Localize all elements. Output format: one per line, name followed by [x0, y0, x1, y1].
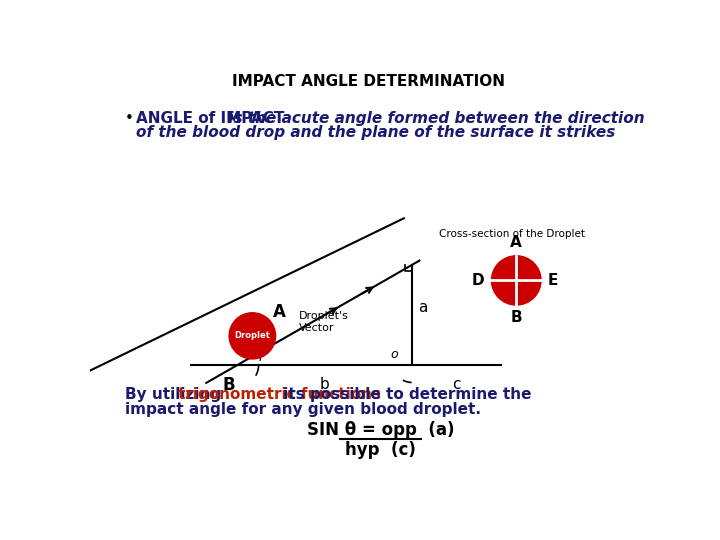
Circle shape [492, 256, 541, 305]
Text: IMPACT ANGLE DETERMINATION: IMPACT ANGLE DETERMINATION [233, 74, 505, 89]
Text: impact angle for any given blood droplet.: impact angle for any given blood droplet… [125, 402, 481, 417]
Text: hyp  (c): hyp (c) [345, 441, 416, 458]
Text: c: c [452, 377, 460, 393]
Text: i: i [258, 351, 262, 364]
Text: Droplet: Droplet [235, 332, 270, 340]
Text: B: B [510, 310, 522, 326]
Text: Droplet's
Vector: Droplet's Vector [300, 311, 349, 333]
Text: By utilizing: By utilizing [125, 387, 226, 402]
Circle shape [229, 313, 276, 359]
Text: A: A [273, 303, 286, 321]
Text: SIN θ = opp  (a): SIN θ = opp (a) [307, 421, 454, 438]
Text: Cross-section of the Droplet: Cross-section of the Droplet [439, 229, 585, 239]
Text: a: a [418, 300, 427, 315]
Text: is the acute angle formed between the direction: is the acute angle formed between the di… [222, 111, 644, 126]
Text: of the blood drop and the plane of the surface it strikes: of the blood drop and the plane of the s… [136, 125, 615, 140]
Text: A: A [510, 235, 522, 251]
Text: b: b [320, 377, 329, 393]
Text: trigonometric functions: trigonometric functions [178, 387, 381, 402]
Text: •: • [125, 111, 134, 126]
Text: E: E [548, 273, 559, 288]
Text: D: D [472, 273, 485, 288]
Text: ANGLE of IMPACT: ANGLE of IMPACT [136, 111, 284, 126]
Text: its possible to determine the: its possible to determine the [279, 387, 532, 402]
Text: B: B [222, 375, 235, 394]
Text: o: o [391, 348, 398, 361]
